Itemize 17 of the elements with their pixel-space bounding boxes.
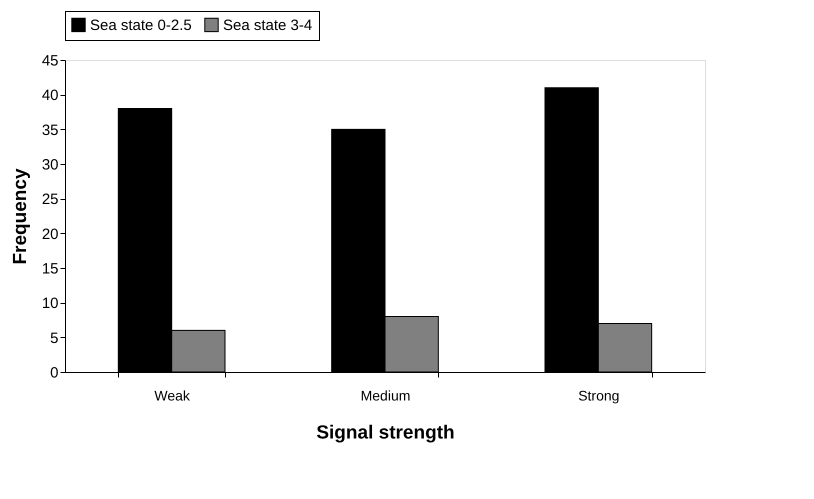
x-tick-label: Medium [360,388,410,404]
y-tick-label: 20 [42,226,58,243]
y-tick-label: 40 [42,87,58,104]
x-tick-label: Strong [578,388,620,404]
y-tick-label: 35 [42,122,58,139]
y-tick-label: 5 [50,330,58,347]
legend-label: Sea state 0-2.5 [90,16,192,34]
x-axis-title: Signal strength [316,422,455,444]
y-tick-label: 30 [42,156,58,174]
legend-label: Sea state 3-4 [223,16,312,34]
y-tick-label: 25 [42,191,58,208]
y-axis-title: Frequency [10,168,31,265]
x-tick-label: Weak [154,388,191,404]
y-tick-label: 15 [42,260,58,278]
y-tick-label: 0 [50,364,58,382]
y-tick-label: 45 [42,52,58,70]
y-tick-label: 10 [42,295,58,312]
